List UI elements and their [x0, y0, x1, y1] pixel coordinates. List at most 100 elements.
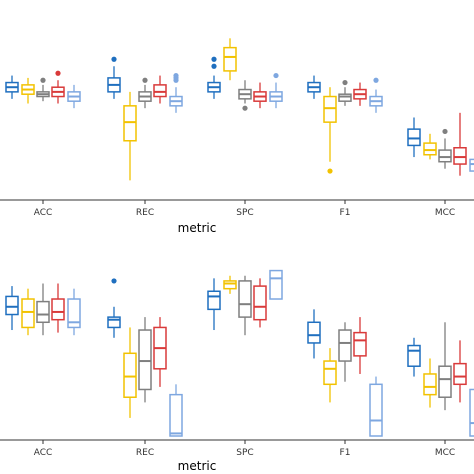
box-body	[238, 280, 252, 318]
box-mcc-series-5	[469, 388, 474, 437]
box-mcc-series-1	[407, 337, 421, 377]
box-mcc-series-4	[453, 112, 467, 176]
box-body	[423, 142, 437, 156]
box-body	[223, 46, 237, 72]
box-rec-series-5	[169, 72, 183, 113]
box-body	[123, 105, 137, 142]
x-tick-label: SPC	[236, 448, 253, 458]
box-body	[153, 84, 167, 98]
outlier-point	[327, 168, 333, 174]
box-spc-series-1	[207, 278, 221, 331]
box-body	[407, 128, 421, 147]
box-f1-series-1	[307, 309, 321, 359]
box-spc-series-5	[269, 269, 283, 300]
box-body	[223, 280, 237, 290]
box-rec-series-2	[123, 327, 137, 418]
box-mcc-series-3	[438, 322, 452, 411]
box-rec-series-5	[169, 384, 183, 437]
x-tick-label: ACC	[34, 448, 53, 458]
outlier-point	[211, 63, 217, 69]
box-mcc-series-2	[423, 133, 437, 160]
box-acc-series-5	[67, 84, 81, 109]
box-rec-series-2	[123, 91, 137, 181]
box-mcc-series-2	[423, 358, 437, 408]
x-tick-label: SPC	[236, 208, 253, 218]
box-f1-series-3	[338, 79, 352, 106]
box-mcc-series-4	[453, 340, 467, 403]
box-body	[5, 295, 19, 316]
box-acc-series-3	[36, 283, 50, 336]
box-rec-series-3	[138, 77, 152, 109]
box-f1-series-5	[369, 77, 383, 113]
x-tick-label: MCC	[435, 208, 455, 218]
x-tick-label: MCC	[435, 448, 455, 458]
box-body	[438, 149, 452, 163]
box-mcc-series-5	[469, 158, 474, 172]
box-acc-series-5	[67, 288, 81, 336]
box-acc-series-3	[36, 77, 50, 102]
panel-top-boxplot: ACC REC SPC F1 MCC metric	[0, 38, 474, 235]
box-body	[438, 365, 452, 398]
box-body	[36, 300, 50, 324]
outlier-point	[211, 56, 217, 62]
x-tick-label: REC	[136, 208, 154, 218]
x-tick-label: ACC	[34, 208, 53, 218]
box-group	[5, 38, 474, 181]
box-rec-series-1	[107, 278, 121, 338]
box-acc-series-2	[21, 288, 35, 336]
box-body	[369, 383, 383, 437]
outlier-point	[111, 278, 117, 284]
box-spc-series-4	[253, 82, 267, 109]
x-axis-ticks: ACC REC SPC F1 MCC	[34, 440, 455, 458]
box-body	[138, 329, 152, 391]
box-body	[353, 331, 367, 357]
box-body	[67, 298, 81, 329]
outlier-point	[373, 77, 379, 83]
box-acc-series-2	[21, 77, 35, 104]
box-f1-series-1	[307, 75, 321, 99]
box-body	[269, 269, 283, 300]
box-rec-series-3	[138, 317, 152, 403]
box-body	[323, 95, 337, 123]
box-spc-series-2	[223, 38, 237, 81]
x-axis-title: metric	[178, 221, 217, 235]
box-body	[338, 329, 352, 362]
box-spc-series-1	[207, 56, 221, 99]
x-tick-label: REC	[136, 448, 154, 458]
box-group	[5, 269, 474, 437]
box-body	[453, 362, 467, 386]
outlier-point	[342, 79, 348, 86]
box-mcc-series-1	[407, 117, 421, 158]
box-body	[253, 285, 267, 321]
box-mcc-series-3	[438, 128, 452, 169]
box-body	[469, 388, 474, 437]
box-rec-series-1	[107, 56, 121, 99]
box-spc-series-2	[223, 275, 237, 294]
box-body	[21, 298, 35, 329]
box-body	[323, 360, 337, 386]
outlier-point	[40, 77, 46, 83]
box-body	[169, 393, 183, 437]
outlier-point	[173, 72, 179, 79]
outlier-point	[242, 105, 248, 111]
box-f1-series-3	[338, 322, 352, 382]
box-body	[407, 344, 421, 367]
panel-bottom-boxplot: ACC REC SPC F1 MCC metric	[0, 269, 474, 473]
outlier-point	[273, 72, 279, 79]
x-axis-title: metric	[178, 459, 217, 473]
box-body	[469, 158, 474, 172]
box-acc-series-4	[51, 283, 65, 333]
x-tick-label: F1	[340, 208, 351, 218]
box-body	[107, 316, 121, 329]
box-body	[338, 93, 352, 102]
box-body	[423, 373, 437, 396]
box-f1-series-2	[323, 348, 337, 403]
box-spc-series-4	[253, 278, 267, 328]
box-acc-series-4	[51, 70, 65, 104]
box-f1-series-4	[353, 82, 367, 106]
box-rec-series-4	[153, 317, 167, 387]
box-body	[307, 321, 321, 344]
box-body	[453, 147, 467, 165]
outlier-point	[442, 128, 448, 135]
